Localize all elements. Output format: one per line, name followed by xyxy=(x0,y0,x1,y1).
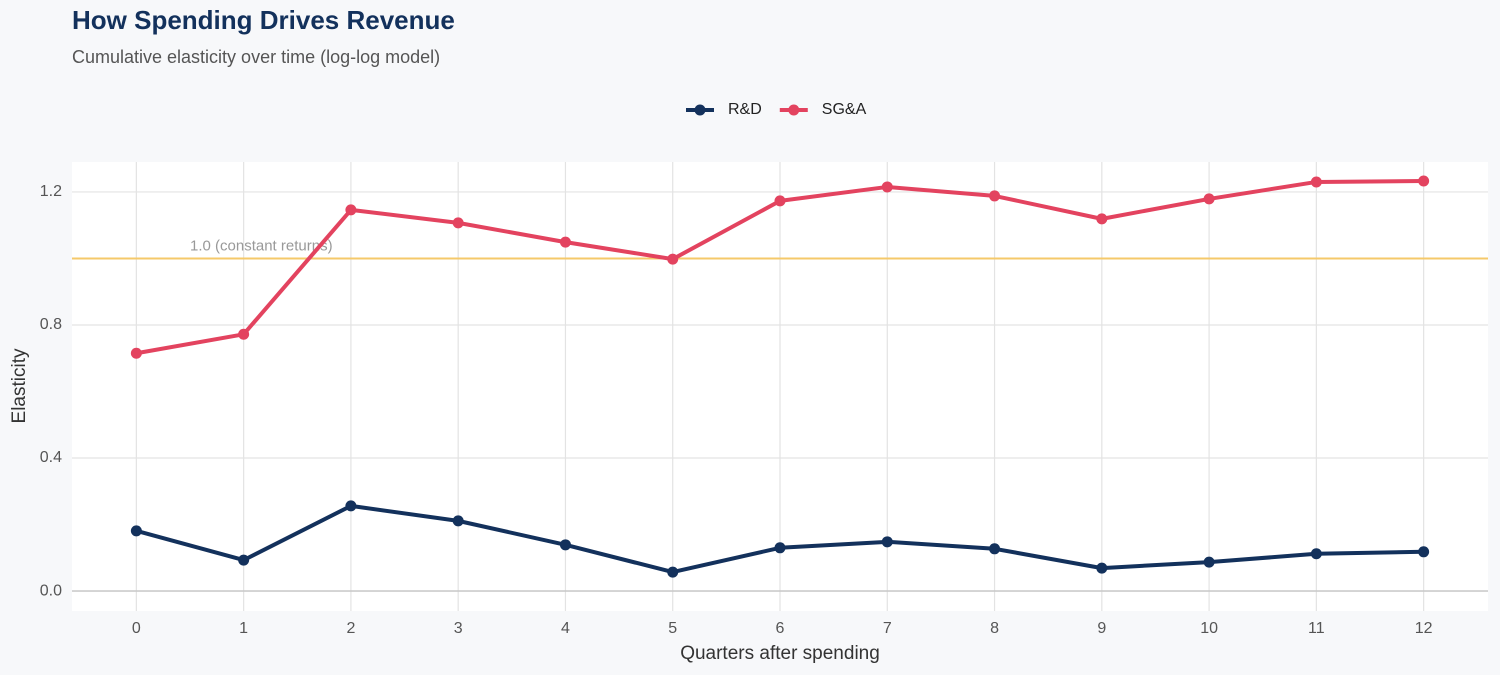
data-point xyxy=(667,253,679,265)
x-tick-label: 7 xyxy=(883,620,892,637)
legend-label: SG&A xyxy=(822,101,867,118)
x-tick-label: 5 xyxy=(668,620,677,637)
y-tick-label: 1.2 xyxy=(40,183,62,200)
chart-title: How Spending Drives Revenue xyxy=(72,5,455,35)
data-point xyxy=(559,236,571,248)
data-point xyxy=(345,500,357,512)
x-axis-label: Quarters after spending xyxy=(680,643,880,664)
data-point xyxy=(345,204,357,216)
x-tick-label: 4 xyxy=(561,620,570,637)
data-point xyxy=(1418,175,1430,187)
x-tick-label: 1 xyxy=(239,620,248,637)
data-point xyxy=(1096,562,1108,574)
y-tick-label: 0.4 xyxy=(40,449,62,466)
data-point xyxy=(989,543,1001,555)
data-point xyxy=(559,539,571,551)
x-tick-label: 3 xyxy=(454,620,463,637)
x-tick-label: 6 xyxy=(776,620,785,637)
x-tick-label: 0 xyxy=(132,620,141,637)
x-tick-label: 9 xyxy=(1097,620,1106,637)
x-tick-label: 10 xyxy=(1200,620,1218,637)
y-axis-label: Elasticity xyxy=(9,348,30,423)
x-tick-label: 11 xyxy=(1308,620,1325,637)
y-tick-label: 0.0 xyxy=(40,582,62,599)
data-point xyxy=(774,542,786,554)
data-point xyxy=(667,566,679,578)
data-point xyxy=(130,347,142,359)
data-point xyxy=(452,217,464,229)
data-point xyxy=(881,536,893,548)
reference-label: 1.0 (constant returns) xyxy=(190,237,333,254)
data-point xyxy=(238,554,250,566)
chart-subtitle: Cumulative elasticity over time (log-log… xyxy=(72,47,440,67)
data-point xyxy=(881,181,893,193)
legend-label: R&D xyxy=(728,101,762,118)
data-point xyxy=(1203,193,1215,205)
data-point xyxy=(989,190,1001,202)
data-point xyxy=(1096,213,1108,225)
data-point xyxy=(1418,546,1430,558)
legend-swatch-dot xyxy=(694,104,706,116)
data-point xyxy=(238,328,250,340)
data-point xyxy=(1310,548,1322,560)
data-point xyxy=(452,515,464,527)
x-tick-label: 2 xyxy=(346,620,355,637)
data-point xyxy=(774,195,786,207)
data-point xyxy=(1203,556,1215,568)
data-point xyxy=(130,525,142,537)
data-point xyxy=(1310,176,1322,188)
y-tick-label: 0.8 xyxy=(40,316,62,333)
legend-swatch-dot xyxy=(788,104,800,116)
x-tick-label: 12 xyxy=(1415,620,1433,637)
x-tick-label: 8 xyxy=(990,620,999,637)
